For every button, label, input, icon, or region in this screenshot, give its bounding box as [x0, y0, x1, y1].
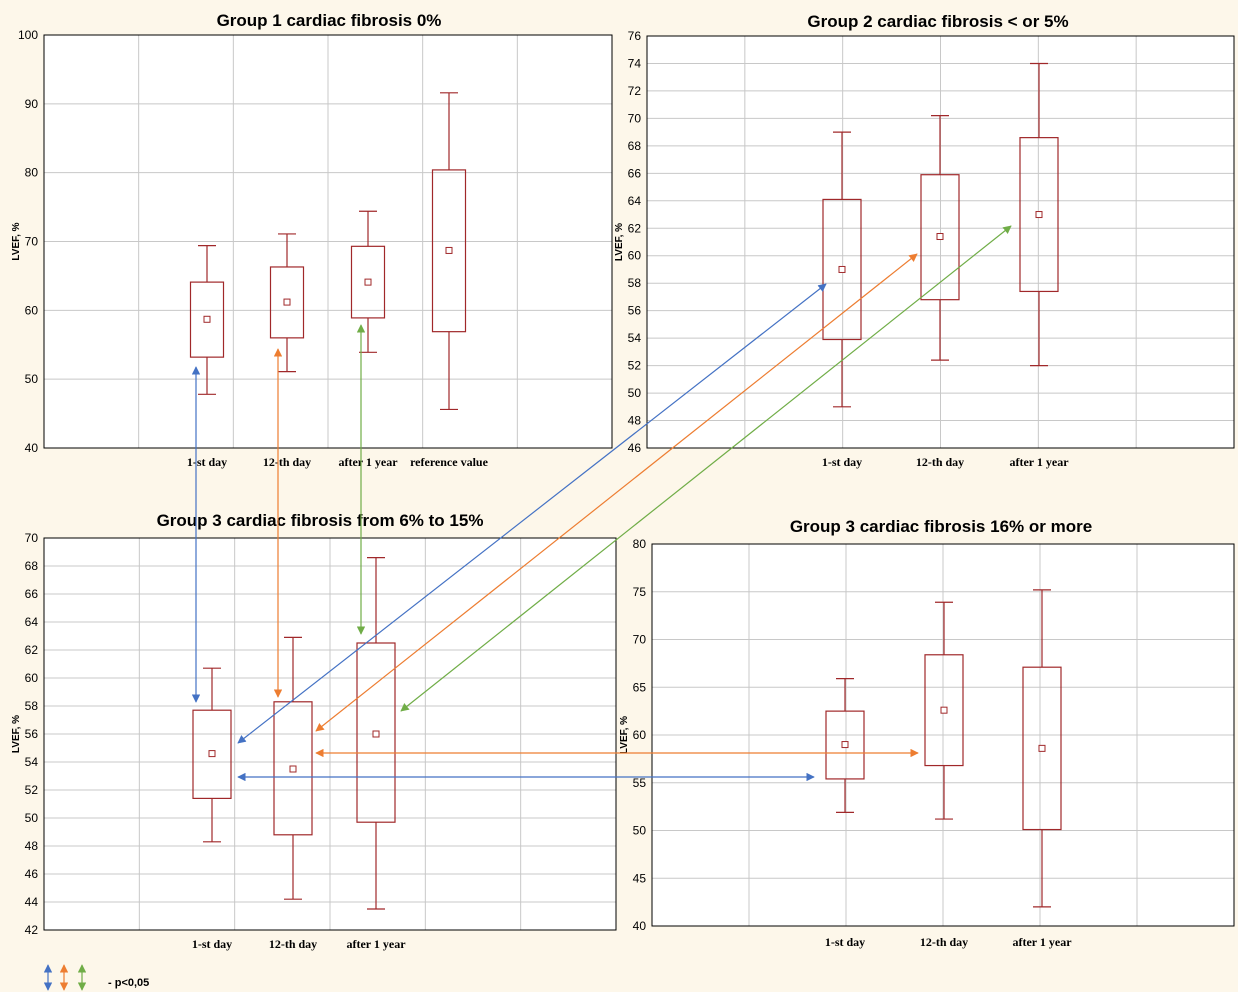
y-tick-label: 52: [628, 359, 642, 373]
mean-marker: [208, 750, 216, 758]
y-tick-label: 60: [633, 728, 647, 742]
y-tick-label: 80: [633, 537, 647, 551]
y-tick-label: 58: [25, 699, 39, 713]
y-tick-label: 68: [628, 139, 642, 153]
y-tick-label: 48: [25, 839, 39, 853]
box-1: [189, 245, 225, 395]
chart-title: Group 2 cardiac fibrosis < or 5%: [807, 12, 1068, 31]
x-category-label: 12-th day: [263, 455, 311, 469]
chart-panel-4: 40 45 50 55 60 65 70 75 80 1-st day 12-th day after…: [619, 517, 1235, 949]
x-category-label: 12-th day: [916, 455, 964, 469]
box-3: [1019, 62, 1059, 367]
y-tick-label: 68: [25, 559, 39, 573]
y-tick-label: 76: [628, 29, 642, 43]
mean-marker: [203, 315, 211, 323]
arrow-green-diagonal: [400, 225, 1012, 712]
y-tick-label: 90: [25, 97, 39, 111]
y-tick-label: 56: [25, 727, 39, 741]
chart-title: Group 3 cardiac fibrosis from 6% to 15%: [157, 511, 484, 530]
box-body: [1019, 137, 1059, 293]
y-tick-label: 100: [18, 28, 38, 42]
mean-marker: [364, 278, 372, 286]
y-axis-label: LVEF, %: [11, 222, 22, 260]
x-category-label: after 1 year: [338, 455, 398, 469]
box-body: [192, 709, 232, 800]
legend: - p<0,05: [43, 964, 149, 991]
y-tick-label: 58: [628, 276, 642, 290]
mean-marker: [1035, 211, 1043, 219]
chart-panel-2: 46 48 50 52 54 56 58 60 62 64 66 68 70 72 74 76 1-st day…: [614, 12, 1235, 469]
panels: 40 50 60 70 80 90 100 1-st day 12-th day after 1 …: [11, 11, 1235, 951]
y-tick-label: 80: [25, 166, 39, 180]
y-tick-label: 62: [628, 221, 642, 235]
x-category-label: after 1 year: [346, 937, 406, 951]
y-tick-label: 54: [628, 331, 642, 345]
y-tick-label: 54: [25, 755, 39, 769]
y-tick-label: 40: [25, 441, 39, 455]
mean-marker: [283, 298, 291, 306]
chart-panel-1: 40 50 60 70 80 90 100 1-st day 12-th day after 1 …: [11, 11, 613, 469]
y-axis-label: LVEF, %: [619, 716, 630, 754]
box-1: [192, 667, 232, 843]
y-tick-label: 50: [633, 824, 647, 838]
mean-marker: [838, 265, 846, 273]
mean-marker: [940, 706, 948, 714]
x-category-label: 1-st day: [187, 455, 227, 469]
y-tick-label: 65: [633, 680, 647, 694]
y-tick-label: 64: [628, 194, 642, 208]
y-tick-label: 62: [25, 643, 39, 657]
y-axis-label: LVEF, %: [11, 715, 22, 753]
y-tick-label: 40: [633, 919, 647, 933]
x-category-label: after 1 year: [1012, 935, 1072, 949]
y-tick-label: 48: [628, 414, 642, 428]
y-tick-label: 70: [628, 111, 642, 125]
significance-arrows: [191, 225, 1012, 782]
y-tick-label: 50: [25, 372, 39, 386]
y-tick-label: 50: [628, 386, 642, 400]
box-3: [1022, 589, 1062, 908]
y-tick-label: 66: [628, 166, 642, 180]
mean-marker: [289, 765, 297, 773]
chart-title: Group 1 cardiac fibrosis 0%: [217, 11, 442, 30]
chart-title: Group 3 cardiac fibrosis 16% or more: [790, 517, 1092, 536]
y-axis-label: LVEF, %: [614, 223, 625, 261]
mean-marker: [372, 730, 380, 738]
y-tick-label: 46: [628, 441, 642, 455]
y-tick-label: 70: [25, 531, 39, 545]
chart-panel-3: 42 44 46 48 50 52 54 56 58 60 62 64 66 68 70 1-st day 12…: [11, 511, 617, 951]
legend-label: - p<0,05: [108, 977, 149, 989]
box-body: [1022, 666, 1062, 831]
x-category-label: 1-st day: [825, 935, 865, 949]
y-tick-label: 60: [25, 671, 39, 685]
y-tick-label: 60: [628, 249, 642, 263]
y-tick-label: 52: [25, 783, 39, 797]
y-tick-label: 66: [25, 587, 39, 601]
y-tick-label: 72: [628, 84, 642, 98]
x-category-label: after 1 year: [1009, 455, 1069, 469]
mean-marker: [841, 741, 849, 749]
y-tick-label: 60: [25, 303, 39, 317]
x-category-label: reference value: [410, 455, 489, 469]
x-category-label: 1-st day: [192, 937, 232, 951]
y-tick-label: 46: [25, 867, 39, 881]
y-tick-label: 55: [633, 776, 647, 790]
y-tick-label: 50: [25, 811, 39, 825]
x-category-label: 12-th day: [269, 937, 317, 951]
y-tick-label: 56: [628, 304, 642, 318]
y-tick-label: 42: [25, 923, 39, 937]
mean-marker: [1038, 744, 1046, 752]
y-tick-label: 64: [25, 615, 39, 629]
box-body: [189, 281, 225, 358]
y-tick-label: 74: [628, 56, 642, 70]
y-tick-label: 75: [633, 585, 647, 599]
y-tick-label: 70: [633, 633, 647, 647]
y-tick-label: 70: [25, 235, 39, 249]
mean-marker: [445, 246, 453, 254]
x-category-label: 1-st day: [822, 455, 862, 469]
x-category-label: 12-th day: [920, 935, 968, 949]
mean-marker: [936, 233, 944, 241]
y-tick-label: 44: [25, 895, 39, 909]
y-tick-label: 45: [633, 871, 647, 885]
